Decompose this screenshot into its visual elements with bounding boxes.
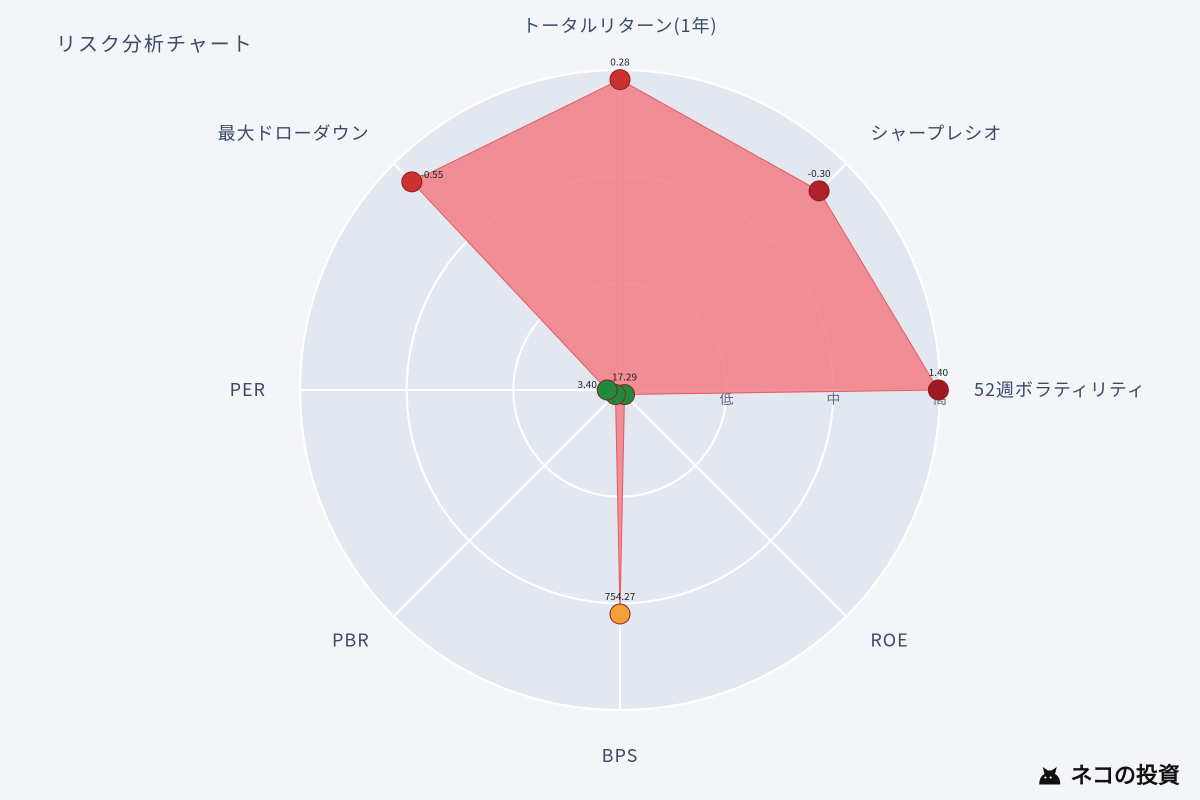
brand-footer: ネコの投資 (1034, 758, 1180, 790)
brand-text: ネコの投資 (1070, 758, 1180, 790)
marker-bps (610, 604, 630, 624)
axis-label-total_return: トータルリターン(1年) (522, 12, 717, 38)
axis-label-sharpe: シャープレシオ (870, 120, 1002, 146)
axis-label-per: PER (230, 376, 266, 402)
marker-per (597, 380, 617, 400)
marker-total_return (610, 70, 630, 90)
value-label-per: 3.40 (577, 376, 597, 391)
value-label-max_dd: -0.55 (420, 166, 443, 181)
cat-icon (1034, 760, 1062, 788)
axis-label-bps: BPS (602, 742, 639, 768)
value-label-sharpe: -0.30 (808, 165, 831, 180)
marker-vol52 (928, 380, 948, 400)
axis-label-max_dd: 最大ドローダウン (218, 120, 370, 146)
value-label-roe: 17.29 (612, 369, 637, 384)
axis-label-pbr: PBR (332, 626, 370, 652)
radar-chart: 低中高トータルリターン(1年)シャープレシオ52週ボラティリティROEBPSPB… (0, 0, 1200, 800)
value-label-total_return: 0.28 (610, 54, 630, 69)
marker-max_dd (402, 172, 422, 192)
marker-sharpe (809, 181, 829, 201)
axis-label-roe: ROE (870, 626, 908, 652)
value-label-vol52: 1.40 (929, 364, 949, 379)
axis-label-vol52: 52週ボラティリティ (974, 376, 1146, 402)
value-label-bps: 754.27 (605, 588, 636, 603)
